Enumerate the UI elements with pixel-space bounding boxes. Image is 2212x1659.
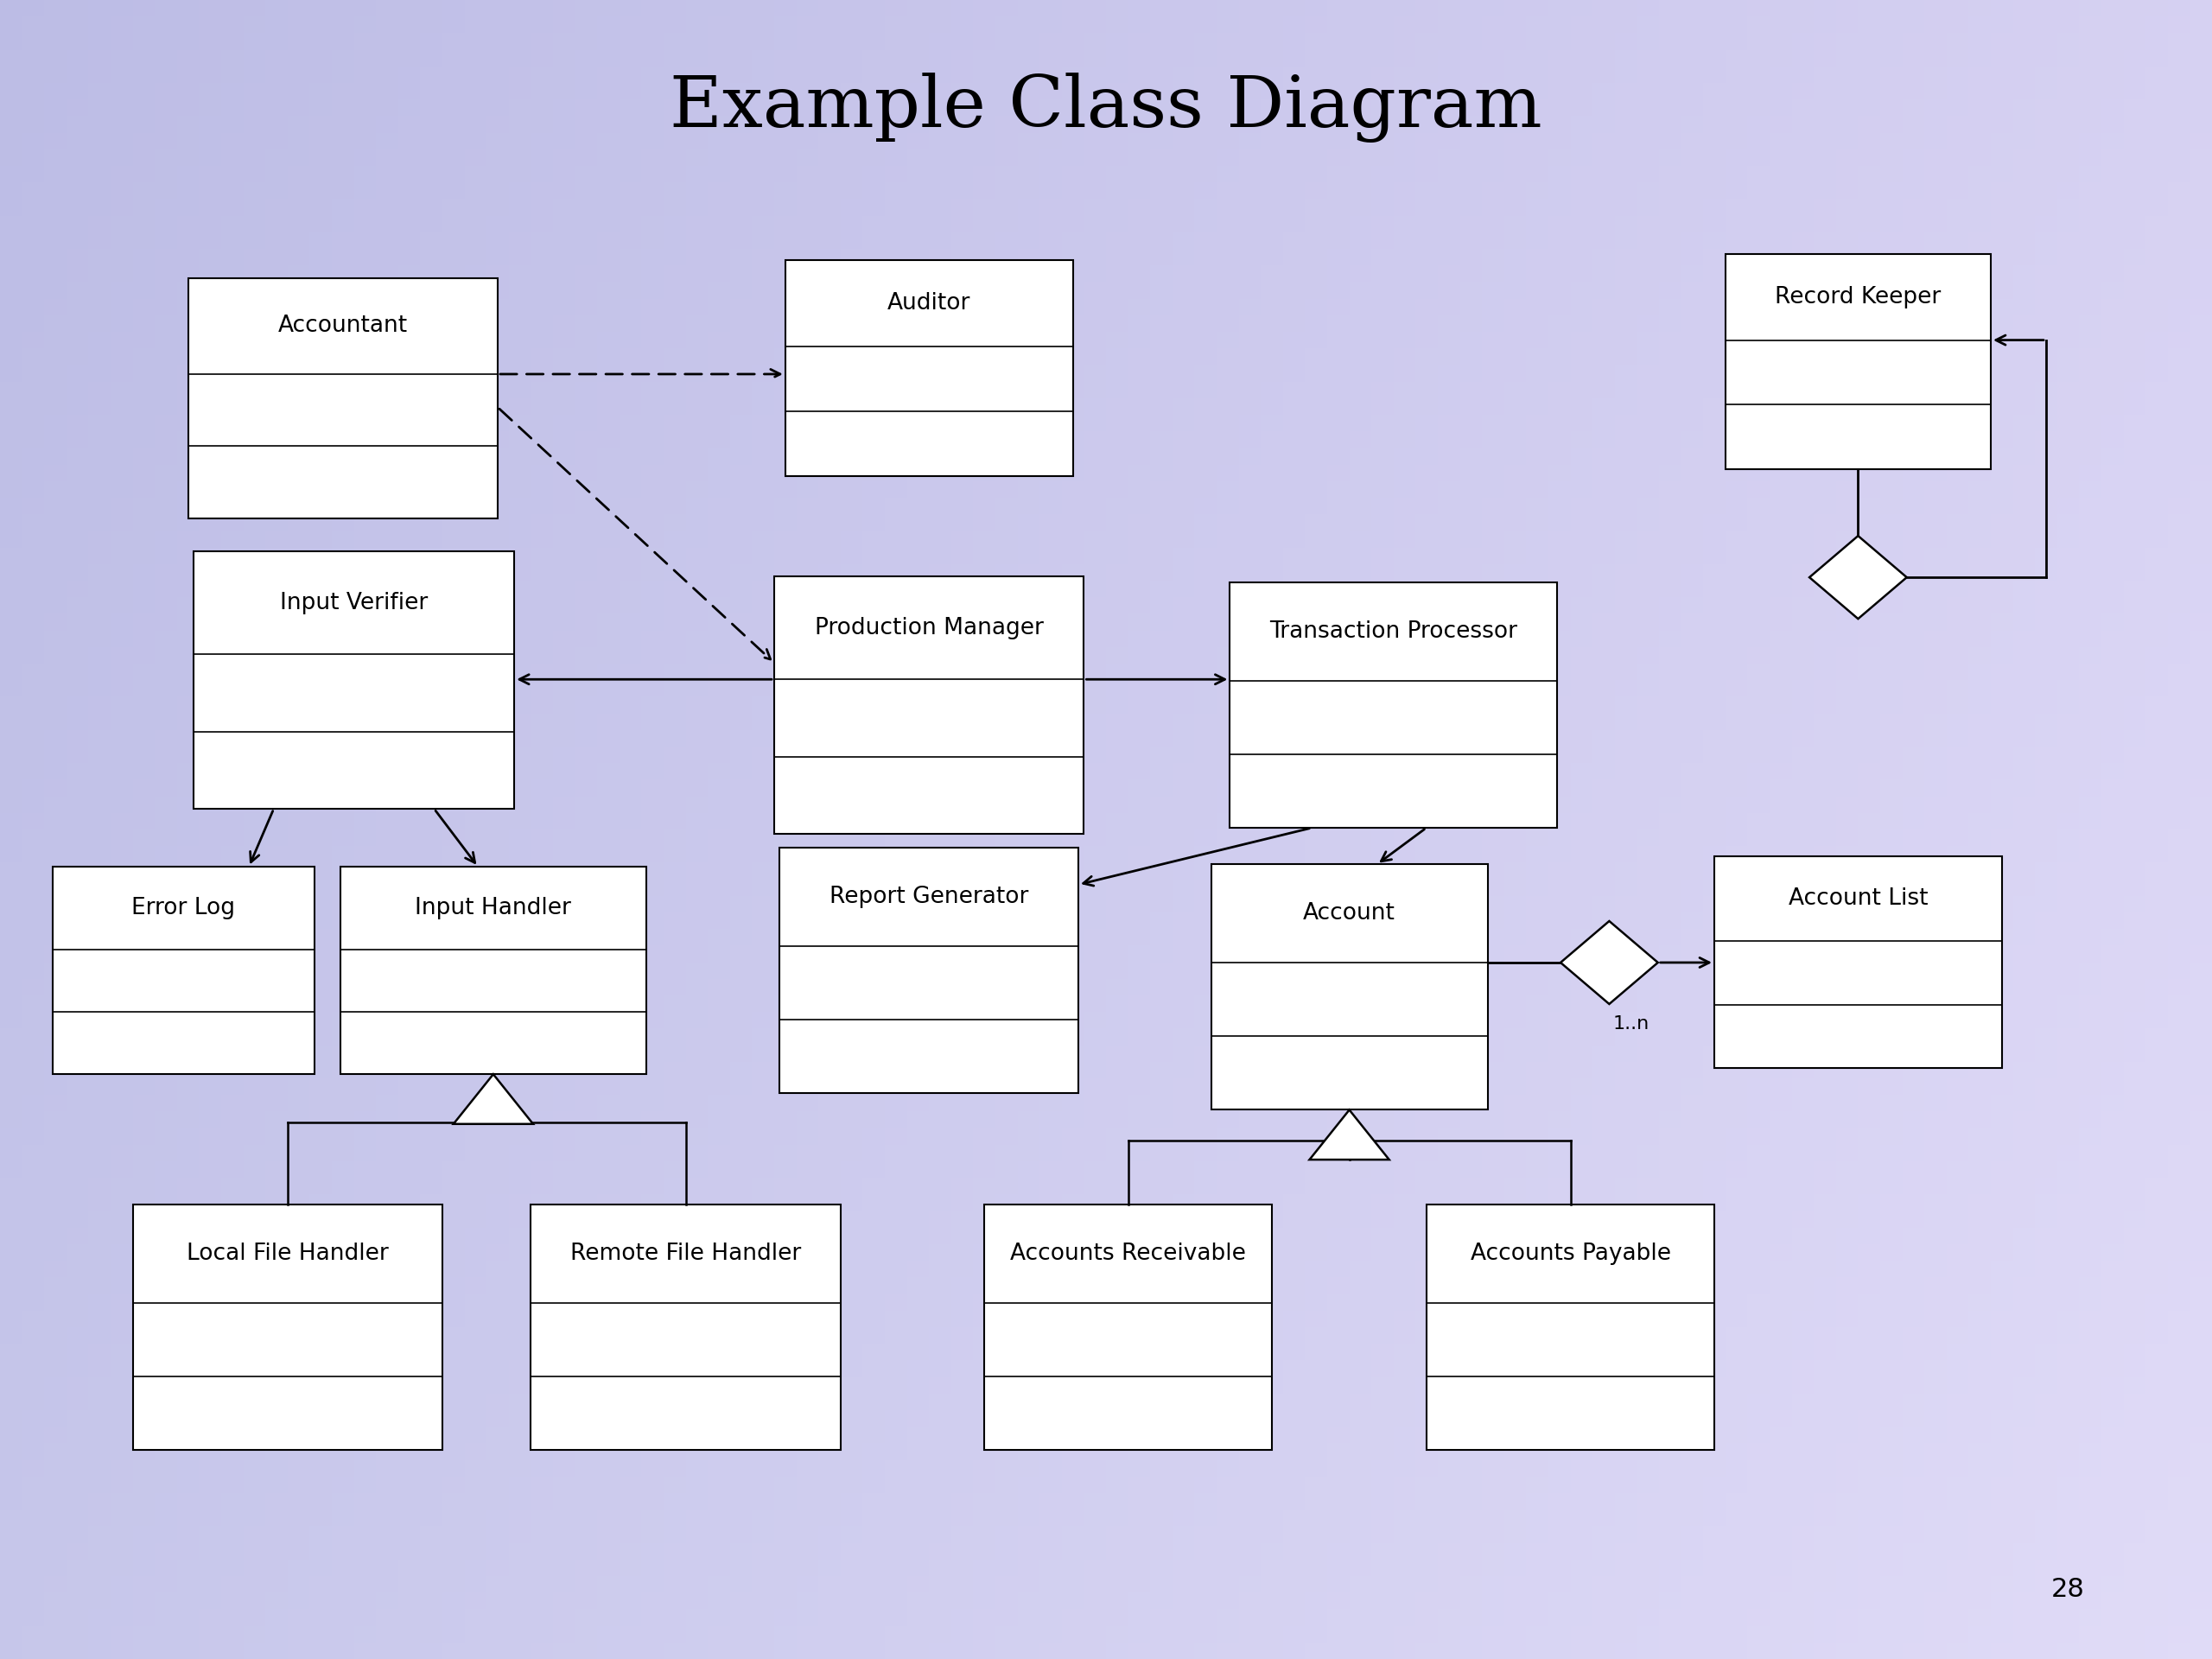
Bar — [781, 848, 1079, 1093]
Bar — [1725, 254, 1991, 469]
Text: Input Handler: Input Handler — [416, 898, 571, 919]
Bar — [1212, 864, 1486, 1110]
Bar — [1714, 856, 2002, 1068]
Text: Production Manager: Production Manager — [814, 617, 1044, 639]
Text: Account List: Account List — [1787, 888, 1929, 909]
Bar — [53, 866, 314, 1075]
Text: Transaction Processor: Transaction Processor — [1270, 620, 1517, 642]
Text: Error Log: Error Log — [133, 898, 234, 919]
Text: Auditor: Auditor — [887, 292, 971, 315]
Text: Account: Account — [1303, 902, 1396, 924]
Text: Example Class Diagram: Example Class Diagram — [670, 73, 1542, 143]
Text: Input Verifier: Input Verifier — [281, 592, 427, 614]
Bar — [1230, 582, 1557, 828]
Text: Accounts Receivable: Accounts Receivable — [1011, 1243, 1245, 1264]
Bar — [1427, 1204, 1714, 1450]
Polygon shape — [453, 1075, 533, 1125]
Bar — [341, 866, 646, 1075]
Bar — [984, 1204, 1272, 1450]
Bar — [531, 1204, 841, 1450]
Text: Local File Handler: Local File Handler — [186, 1243, 389, 1264]
Polygon shape — [1809, 536, 1907, 619]
Polygon shape — [1310, 1110, 1389, 1160]
Text: Remote File Handler: Remote File Handler — [571, 1243, 801, 1264]
Bar — [133, 1204, 442, 1450]
Bar — [785, 260, 1073, 476]
Text: Record Keeper: Record Keeper — [1774, 285, 1942, 309]
Bar — [188, 277, 498, 518]
Text: 1..n: 1..n — [1613, 1015, 1650, 1032]
Text: 28: 28 — [2051, 1576, 2086, 1603]
Polygon shape — [1562, 921, 1659, 1004]
Text: Accounts Payable: Accounts Payable — [1471, 1243, 1670, 1264]
Bar — [195, 551, 513, 810]
Text: Report Generator: Report Generator — [830, 886, 1029, 907]
Text: Accountant: Accountant — [279, 315, 407, 337]
Bar — [774, 577, 1084, 834]
